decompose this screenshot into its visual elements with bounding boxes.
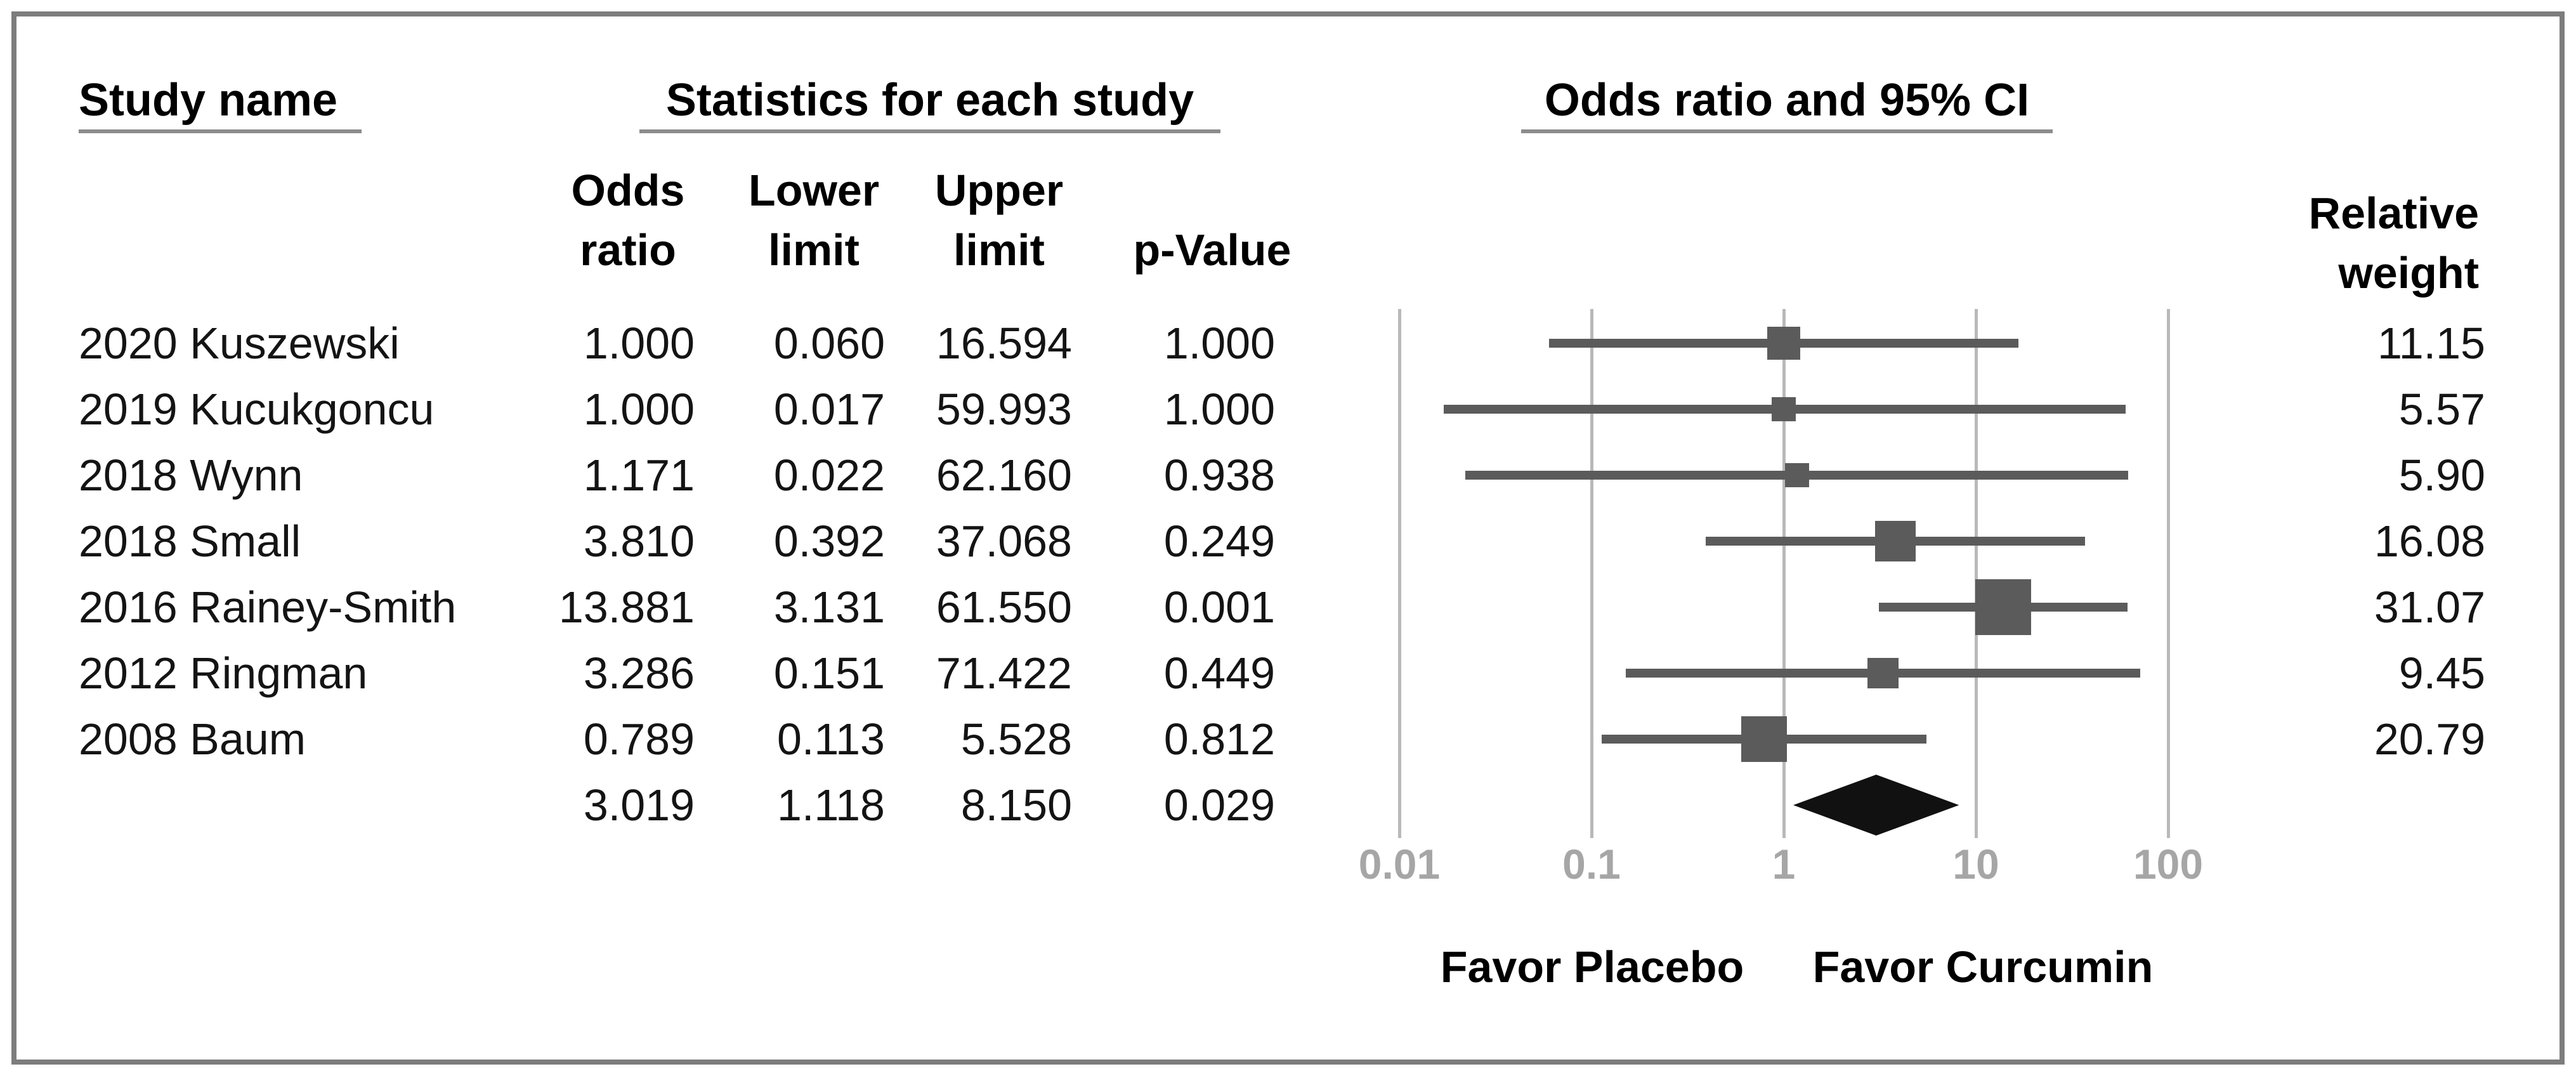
col-header-lower: Lower bbox=[748, 166, 880, 215]
study-name: 2008 Baum bbox=[79, 714, 306, 764]
stat-or: 0.789 bbox=[583, 714, 695, 764]
stat-ul: 71.422 bbox=[936, 648, 1072, 698]
stat-p: 1.000 bbox=[1163, 384, 1275, 434]
overall-stat-ll: 1.118 bbox=[777, 780, 885, 830]
stat-ul: 62.160 bbox=[936, 450, 1072, 500]
stat-ul: 59.993 bbox=[936, 384, 1072, 434]
figure-border bbox=[11, 11, 2565, 1065]
study-name: 2016 Rainey-Smith bbox=[79, 582, 457, 632]
col-header-upper-limit: limit bbox=[953, 225, 1045, 275]
gridline bbox=[1782, 309, 1786, 838]
col-header-upper: Upper bbox=[934, 166, 1064, 215]
stat-p: 1.000 bbox=[1163, 318, 1275, 368]
stat-or: 1.000 bbox=[583, 318, 695, 368]
overall-stat-ul: 8.150 bbox=[960, 780, 1072, 830]
col-header-lower-limit: limit bbox=[768, 225, 860, 275]
overall-stat-p: 0.029 bbox=[1163, 780, 1275, 830]
or-point-square bbox=[1975, 579, 2032, 636]
stat-p: 0.001 bbox=[1163, 582, 1275, 632]
stat-ll: 3.131 bbox=[773, 582, 885, 632]
favor-curcumin-label: Favor Curcumin bbox=[1812, 942, 2154, 992]
col-header-odds: Odds bbox=[571, 166, 685, 215]
stat-ul: 37.068 bbox=[936, 516, 1072, 566]
relative-weight: 5.90 bbox=[2398, 450, 2485, 500]
stat-p: 0.449 bbox=[1163, 648, 1275, 698]
odds-ratio-ci-underline bbox=[1521, 129, 2053, 133]
statistics-underline bbox=[639, 129, 1220, 133]
stat-ll: 0.151 bbox=[773, 648, 885, 698]
stat-ll: 0.392 bbox=[773, 516, 885, 566]
study-name: 2018 Small bbox=[79, 516, 301, 566]
stat-ll: 0.017 bbox=[773, 384, 885, 434]
stat-ll: 0.022 bbox=[773, 450, 885, 500]
statistics-header: Statistics for each study bbox=[665, 75, 1194, 126]
or-point-square bbox=[1741, 716, 1787, 762]
study-name: 2020 Kuszewski bbox=[79, 318, 400, 368]
relative-weight: 5.57 bbox=[2398, 384, 2485, 434]
gridline bbox=[1974, 309, 1978, 838]
relative-weight: 16.08 bbox=[2374, 516, 2485, 566]
col-header-ratio: ratio bbox=[580, 225, 676, 275]
gridline bbox=[1397, 309, 1401, 838]
axis-tick-label: 1 bbox=[1772, 841, 1796, 888]
gridline bbox=[1590, 309, 1593, 838]
stat-ul: 5.528 bbox=[960, 714, 1072, 764]
stat-ul: 61.550 bbox=[936, 582, 1072, 632]
or-point-square bbox=[1875, 521, 1916, 561]
stat-p: 0.938 bbox=[1163, 450, 1275, 500]
odds-ratio-ci-header: Odds ratio and 95% CI bbox=[1544, 75, 2030, 126]
stat-or: 13.881 bbox=[558, 582, 695, 632]
stat-ll: 0.113 bbox=[777, 714, 885, 764]
favor-placebo-label: Favor Placebo bbox=[1440, 942, 1744, 992]
study-name-underline bbox=[79, 129, 362, 133]
or-point-square bbox=[1767, 326, 1801, 360]
stat-ul: 16.594 bbox=[936, 318, 1072, 368]
relative-weight: 20.79 bbox=[2374, 714, 2485, 764]
study-name: 2018 Wynn bbox=[79, 450, 303, 500]
study-name: 2019 Kucukgoncu bbox=[79, 384, 435, 434]
axis-tick-label: 10 bbox=[1952, 841, 1999, 888]
col-header-weight: weight bbox=[2338, 248, 2479, 298]
or-point-square bbox=[1784, 463, 1809, 488]
relative-weight: 31.07 bbox=[2374, 582, 2485, 632]
study-name-header: Study name bbox=[79, 75, 338, 126]
stat-p: 0.249 bbox=[1163, 516, 1275, 566]
axis-tick-label: 0.1 bbox=[1562, 841, 1621, 888]
col-header-relative: Relative bbox=[2308, 188, 2479, 238]
axis-tick-label: 0.01 bbox=[1358, 841, 1441, 888]
or-point-square bbox=[1867, 657, 1899, 689]
stat-or: 3.810 bbox=[583, 516, 695, 566]
stat-or: 1.000 bbox=[583, 384, 695, 434]
relative-weight: 11.15 bbox=[2377, 318, 2485, 368]
overall-diamond bbox=[1793, 775, 1959, 836]
study-name: 2012 Ringman bbox=[79, 648, 368, 698]
gridline bbox=[2166, 309, 2170, 838]
or-point-square bbox=[1772, 397, 1796, 421]
stat-ll: 0.060 bbox=[773, 318, 885, 368]
overall-stat-or: 3.019 bbox=[583, 780, 695, 830]
stat-p: 0.812 bbox=[1163, 714, 1275, 764]
relative-weight: 9.45 bbox=[2398, 648, 2485, 698]
stat-or: 1.171 bbox=[583, 450, 695, 500]
axis-tick-label: 100 bbox=[2133, 841, 2204, 888]
col-header-pvalue: p-Value bbox=[1133, 225, 1291, 275]
stat-or: 3.286 bbox=[583, 648, 695, 698]
